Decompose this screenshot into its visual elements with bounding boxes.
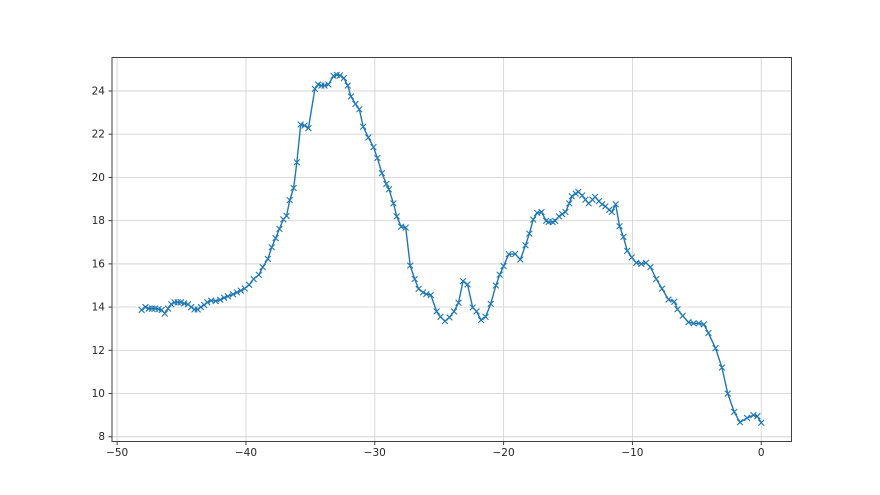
x-tick-label: 0 [758,447,765,459]
x-tick-label: −30 [364,447,386,459]
x-tick-label: −50 [106,447,128,459]
data-line [140,74,762,424]
y-tick-label: 14 [92,302,106,314]
y-tick-label: 24 [92,85,106,97]
y-tick-label: 16 [92,258,106,270]
series-layer [138,71,765,426]
x-tick-label: −40 [235,447,257,459]
y-axis: 8 10 12 14 16 18 20 22 24 [92,85,112,443]
y-tick-label: 22 [92,129,105,141]
x-axis: −50 −40 −30 −20 −10 0 [106,441,765,459]
x-tick-label: −20 [493,447,515,459]
plot-area-border [111,57,792,442]
y-tick-label: 20 [92,172,105,184]
grid-layer [112,57,792,442]
x-tick-label: −10 [621,447,643,459]
y-tick-label: 12 [92,345,105,357]
y-tick-label: 8 [98,431,105,443]
y-tick-label: 10 [92,388,105,400]
y-tick-label: 18 [92,215,105,227]
data-point-markers [138,71,765,426]
